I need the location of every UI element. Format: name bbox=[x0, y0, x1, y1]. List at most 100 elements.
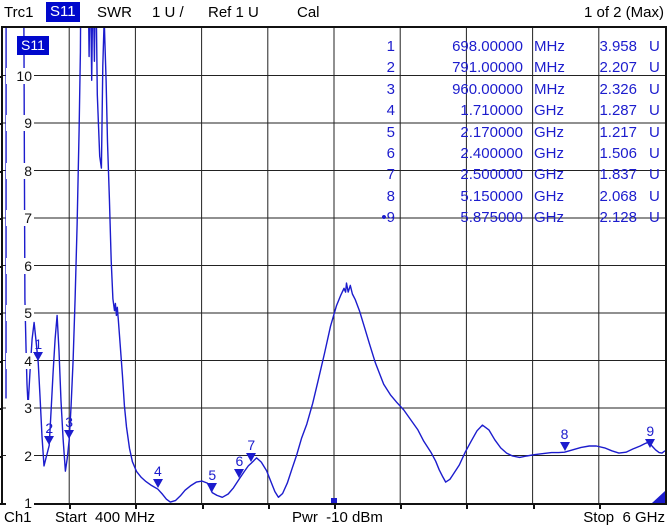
y-axis-tick bbox=[0, 75, 3, 78]
marker-table-value-unit: U bbox=[649, 102, 660, 120]
marker-table-value-unit: U bbox=[649, 80, 660, 98]
y-axis-label-9: 9 bbox=[6, 115, 34, 131]
trace-marker-7[interactable]: 7 bbox=[242, 437, 260, 463]
x-axis-tick bbox=[532, 505, 535, 509]
y-axis-tick bbox=[0, 503, 3, 505]
y-axis-label-5: 5 bbox=[6, 305, 34, 321]
y-axis-label-7: 7 bbox=[6, 210, 34, 226]
marker-table-number: 1 bbox=[386, 38, 395, 55]
marker-triangle-icon bbox=[152, 479, 163, 489]
marker-table: 1 698.00000 MHz 3.958 U 2 791.00000 MHz 2.207 U 3 9… bbox=[369, 36, 661, 229]
y-axis-tick bbox=[0, 218, 3, 220]
trace-name-label[interactable]: Trc1 bbox=[4, 4, 34, 21]
trace-marker-label: 4 bbox=[153, 463, 162, 480]
trace-marker-label: 9 bbox=[646, 423, 655, 440]
y-axis-tick bbox=[0, 408, 3, 410]
scale-label[interactable]: 1 U / bbox=[152, 4, 184, 21]
marker-table-number: 3 bbox=[386, 80, 395, 98]
y-axis-tick bbox=[0, 170, 3, 173]
marker-triangle-icon bbox=[44, 435, 55, 445]
marker-triangle-icon bbox=[246, 453, 257, 463]
trace-marker-3[interactable]: 3 bbox=[60, 415, 78, 439]
trace-marker-label: 6 bbox=[235, 452, 244, 469]
marker-triangle-icon bbox=[645, 439, 656, 449]
x-axis-tick bbox=[466, 505, 469, 509]
marker-table-value: 1.217 bbox=[599, 123, 637, 141]
marker-table-number: 7 bbox=[386, 166, 395, 184]
y-axis-label-2: 2 bbox=[6, 447, 34, 464]
y-axis-tick bbox=[0, 313, 3, 315]
page-indicator: 1 of 2 (Max) bbox=[583, 4, 664, 21]
trace-marker-label: 7 bbox=[247, 437, 256, 454]
marker-table-value: 3.958 bbox=[599, 38, 637, 55]
marker-table-frequency: 2.500000 bbox=[460, 166, 523, 184]
stop-frequency-label[interactable]: Stop 6 GHz bbox=[583, 509, 665, 526]
start-frequency-label[interactable]: Start 400 MHz bbox=[55, 509, 156, 526]
reference-label[interactable]: Ref 1 U bbox=[208, 4, 259, 21]
trace-marker-label: 5 bbox=[208, 466, 217, 483]
trace-marker-label: 1 bbox=[34, 336, 43, 353]
marker-table-value-unit: U bbox=[649, 123, 660, 141]
marker-table-value-unit: U bbox=[649, 187, 660, 205]
trace-marker-4[interactable]: 4 bbox=[149, 463, 167, 489]
trace-marker-5[interactable]: 5 bbox=[203, 468, 221, 492]
y-axis-tick bbox=[0, 123, 3, 125]
marker-table-value-unit: U bbox=[649, 38, 660, 55]
x-axis-tick bbox=[135, 505, 138, 509]
marker-table-frequency: 698.00000 bbox=[452, 38, 523, 55]
trace-marker-2[interactable]: 2 bbox=[40, 421, 58, 445]
x-axis-tick bbox=[201, 505, 204, 509]
marker-table-frequency-unit: GHz bbox=[534, 209, 564, 227]
marker-table-value: 1.506 bbox=[599, 145, 637, 163]
marker-table-value: 2.207 bbox=[599, 59, 637, 77]
marker-table-frequency-unit: GHz bbox=[534, 187, 564, 205]
trace-label-badge[interactable]: S11 bbox=[17, 36, 49, 55]
marker-table-frequency: 2.170000 bbox=[460, 123, 523, 141]
trace-marker-1[interactable]: 1 bbox=[29, 336, 47, 362]
trace-marker-9[interactable]: 9 bbox=[641, 423, 659, 449]
y-axis-label-6: 6 bbox=[6, 257, 34, 274]
y-axis-tick bbox=[0, 265, 3, 268]
marker-table-number: 6 bbox=[386, 145, 395, 163]
y-axis-label-1: 1 bbox=[6, 495, 34, 511]
marker-table-value-unit: U bbox=[649, 209, 660, 227]
channel-label[interactable]: Ch1 bbox=[4, 509, 32, 526]
marker-table-frequency-unit: MHz bbox=[534, 38, 565, 55]
marker-table-value: 2.068 bbox=[599, 187, 637, 205]
marker-table-frequency: 960.00000 bbox=[452, 80, 523, 98]
marker-triangle-icon bbox=[64, 430, 75, 439]
y-axis-tick bbox=[0, 360, 3, 363]
trace-marker-6[interactable]: 6 bbox=[230, 454, 248, 478]
trace-marker-label: 8 bbox=[560, 426, 569, 443]
marker-table-frequency: 2.400000 bbox=[460, 145, 523, 163]
y-axis-label-10: 10 bbox=[6, 67, 34, 84]
y-axis-label-8: 8 bbox=[6, 162, 34, 179]
marker-table-value: 2.326 bbox=[599, 80, 637, 98]
marker-table-value: 1.837 bbox=[599, 166, 637, 184]
marker-table-frequency-unit: GHz bbox=[534, 166, 564, 184]
marker-table-frequency-unit: MHz bbox=[534, 59, 565, 77]
marker-table-frequency: 5.150000 bbox=[460, 187, 523, 205]
x-axis-tick bbox=[267, 505, 270, 509]
x-axis-tick bbox=[400, 505, 403, 509]
marker-triangle-icon bbox=[234, 468, 245, 478]
marker-table-number: 2 bbox=[386, 59, 395, 77]
center-frequency-tick bbox=[331, 498, 337, 503]
marker-table-value: 2.128 bbox=[599, 209, 637, 227]
s11-swr-trace bbox=[5, 28, 665, 503]
marker-table-frequency-unit: MHz bbox=[534, 80, 565, 98]
y-axis-label-3: 3 bbox=[6, 400, 34, 416]
corner-wedge-icon bbox=[652, 491, 665, 503]
marker-table-number: •9 bbox=[381, 209, 395, 227]
power-label[interactable]: Pwr -10 dBm bbox=[292, 509, 383, 526]
format-label[interactable]: SWR bbox=[97, 4, 132, 21]
cal-label[interactable]: Cal bbox=[297, 4, 320, 21]
marker-table-frequency: 5.875000 bbox=[460, 209, 523, 227]
x-axis-tick bbox=[69, 505, 72, 509]
measurement-badge[interactable]: S11 bbox=[46, 2, 80, 22]
trace-marker-label: 2 bbox=[45, 419, 54, 436]
trace-marker-8[interactable]: 8 bbox=[556, 426, 574, 452]
marker-table-frequency-unit: GHz bbox=[534, 123, 564, 141]
marker-table-frequency-unit: GHz bbox=[534, 102, 564, 120]
marker-triangle-icon bbox=[33, 352, 44, 362]
